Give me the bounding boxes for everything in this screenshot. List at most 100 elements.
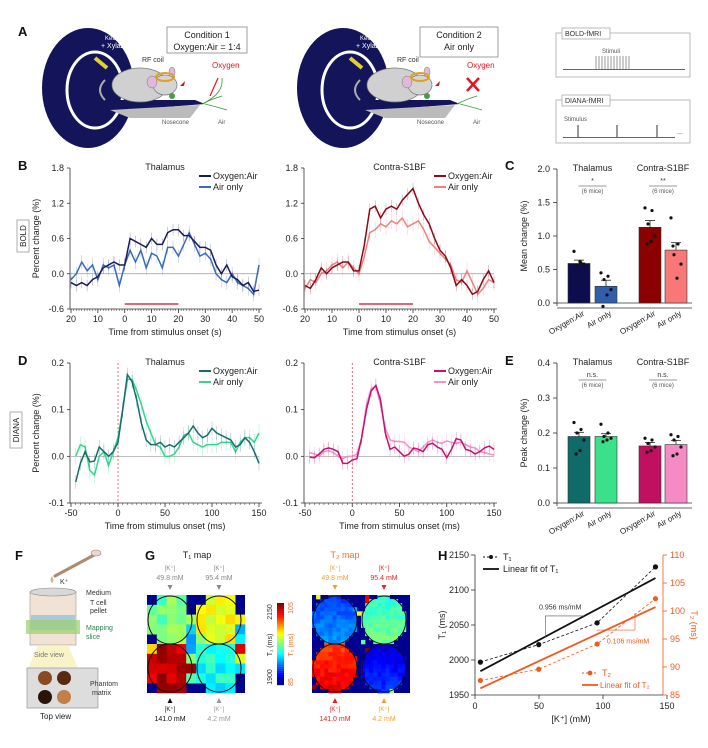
data-point [669,433,673,437]
no-oxygen-x-icon [466,77,480,92]
map-voxel [365,627,370,633]
map-voxel [340,680,345,686]
group-title: Thalamus [573,163,613,173]
colorbar-segment [277,664,284,667]
data-point [652,596,659,602]
legend-label: Linear fit of T₁ [503,564,558,574]
map-voxel [365,595,370,600]
y-tick-label: -0.1 [282,498,298,508]
x-tick-label: 100 [439,508,454,518]
map-voxel [340,627,345,633]
map-voxel [340,615,345,620]
colorbar-segment [277,646,284,649]
map-voxel [340,619,345,624]
map-voxel [373,603,378,608]
data-point [594,641,600,647]
x-tick-label: 0 [122,314,127,324]
t2-map-image [312,595,410,694]
well-ion-label: [K⁺] [214,706,225,713]
map-voxel [328,619,333,624]
map-voxel [348,615,354,620]
map-voxel [381,680,386,686]
phantom-well [57,690,71,704]
data-point [594,620,600,626]
colorbar-segment [277,605,284,608]
map-voxel [336,599,341,604]
data-point [653,234,657,238]
y-tick-label: 0.6 [51,234,64,244]
sample-size-label: (6 mice) [582,189,604,195]
map-voxel [156,663,167,674]
map-voxel [344,656,350,661]
map-voxel [393,684,399,690]
map-voxel [377,603,382,608]
mouse-tail [354,79,361,101]
map-voxel [332,639,337,645]
map-voxel [176,653,187,664]
map-voxel [373,631,378,637]
y-tick-label: 1.8 [51,163,64,173]
map-voxel [336,684,341,690]
colorbar-segment [277,656,284,659]
map-voxel [361,623,366,628]
series-line-air-only [304,216,495,296]
mouse-tail [99,79,106,101]
map-voxel [332,607,337,612]
well-marker-arrow-icon [381,585,387,590]
y-axis-label: Percent change (%) [31,199,41,279]
map-voxel [385,595,390,600]
x-tick-label: 30 [200,314,210,324]
map-voxel [377,684,382,690]
anesthesia-label: Ketamine [105,36,131,42]
map-voxel [385,680,390,686]
data-point [609,436,613,440]
map-voxel [389,672,394,677]
y-tick-label: 0.1 [537,463,550,473]
map-voxel [369,627,374,633]
map-voxel [377,623,382,628]
map-voxel [369,676,374,682]
map-voxel [365,668,370,673]
x-tick-label: 150 [486,508,501,518]
data-point [671,454,675,458]
panel-label-h: H [438,548,447,563]
map-voxel [389,599,394,604]
map-voxel [397,615,403,620]
map-voxel [332,684,337,690]
series-line-air-only [70,230,260,296]
x-tick-label: 150 [659,701,674,711]
colorbar-segment [277,615,284,618]
map-voxel [389,619,394,624]
x-axis-label: [K⁺] (mM) [551,714,590,724]
bar [567,263,591,304]
map-voxel [348,623,354,628]
bold-paradigm-box: BOLD-fMRI Stimuli [555,27,691,78]
syringe-icon [93,56,109,70]
map-voxel [205,595,216,606]
map-voxel [385,639,390,645]
map-voxel [381,619,386,624]
map-voxel [385,644,390,649]
map-voxel [377,607,382,612]
legend-label: Air only [448,377,479,387]
well-concentration-label: 49.8 mM [156,575,183,582]
map-voxel [385,676,390,682]
series-line-air-only [75,378,260,477]
x-tick-label: 50 [534,701,544,711]
map-voxel [369,619,374,624]
well-concentration-label: 4.2 mM [207,716,231,723]
x-tick-label: 50 [489,314,499,324]
colorbar-t2-label: T₂ (ms) [288,634,295,657]
map-voxel [377,648,382,653]
map-voxel [320,635,325,641]
legend-label: Oxygen:Air [213,366,258,376]
map-voxel [215,644,226,655]
x-tick-label: 150 [251,508,266,518]
data-point [601,304,605,308]
data-point [602,434,606,439]
map-voxel [381,635,386,641]
map-voxel [393,656,399,661]
colorbar-segment [277,672,284,675]
map-voxel [365,676,370,682]
map-voxel [369,656,374,661]
